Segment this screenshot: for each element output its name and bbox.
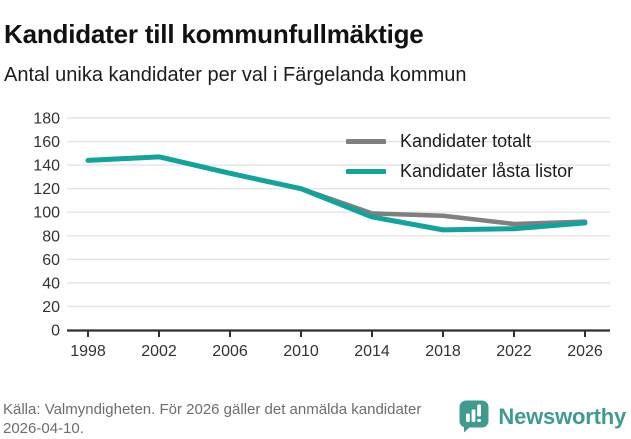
legend-label-totalt: Kandidater totalt: [400, 131, 532, 151]
series-line-lasta-listor: [85, 154, 588, 233]
chart-legend: Kandidater totalt Kandidater låsta listo…: [346, 131, 573, 182]
y-axis-tick-label: 180: [33, 111, 60, 128]
x-axis-tick-label: 2022: [496, 343, 532, 360]
y-axis-tick-label: 160: [33, 134, 60, 151]
x-axis-tick-label: 1998: [70, 343, 106, 360]
source-note: Källa: Valmyndigheten. För 2026 gäller d…: [3, 401, 422, 438]
y-axis-tick-label: 140: [33, 158, 60, 175]
x-axis-tick-label: 2006: [212, 343, 248, 360]
series-lasta-listor-swatch-icon: [346, 169, 386, 174]
legend-label-lasta-listor: Kandidater låsta listor: [400, 161, 574, 181]
y-axis-tick-label: 40: [42, 275, 60, 292]
newsworthy-wordmark: Newsworthy: [498, 403, 626, 429]
legend-item-lasta-listor: Kandidater låsta listor: [346, 161, 573, 182]
x-axis-tick-label: 2010: [283, 343, 319, 360]
y-axis-tick-label: 120: [33, 181, 60, 198]
y-axis-tick-label: 100: [33, 205, 60, 222]
series-totalt-swatch-icon: [346, 139, 386, 144]
bar-chart-speech-bubble-icon: [459, 400, 489, 433]
chart-subtitle: Antal unika kandidater per val i Färgela…: [4, 64, 467, 86]
y-axis-tick-label: 20: [42, 299, 60, 316]
y-axis-tick-label: 0: [51, 323, 60, 340]
x-axis-tick-label: 2018: [425, 343, 461, 360]
x-axis-tick-label: 2026: [567, 343, 603, 360]
legend-item-totalt: Kandidater totalt: [346, 131, 573, 152]
newsworthy-logo: Newsworthy: [458, 399, 626, 434]
x-axis-tick-label: 2014: [354, 343, 390, 360]
y-axis-tick-label: 80: [42, 228, 60, 245]
y-axis-tick-label: 60: [42, 252, 60, 269]
x-axis-tick-label: 2002: [141, 343, 177, 360]
page-title: Kandidater till kommunfullmäktige: [4, 19, 424, 50]
